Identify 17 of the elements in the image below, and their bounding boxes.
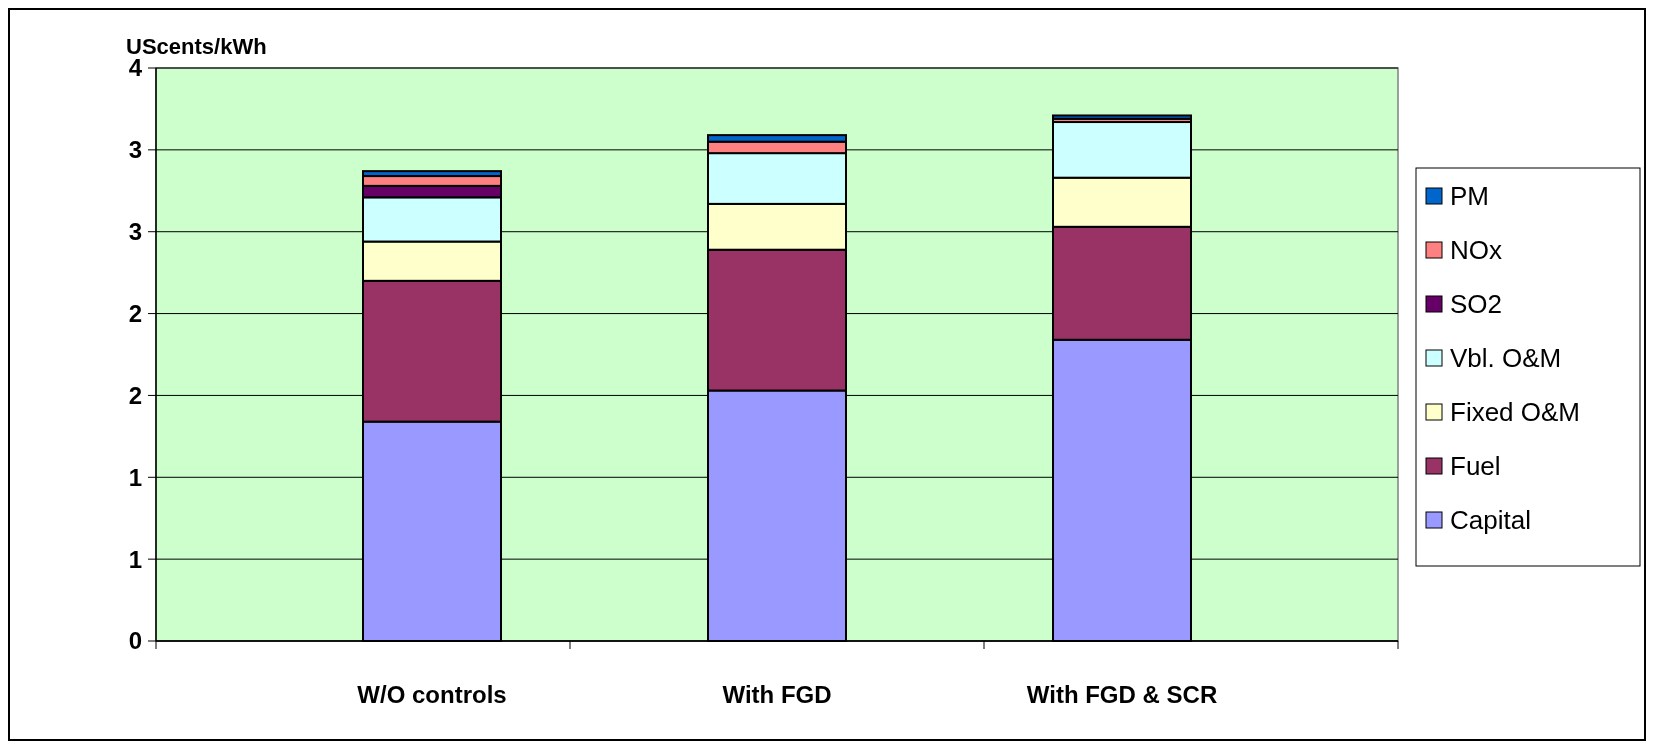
y-tick-label: 2 xyxy=(128,381,142,409)
legend-label: Vbl. O&M xyxy=(1450,343,1562,374)
y-tick-label: 3 xyxy=(128,136,142,164)
x-tick-label: W/O controls xyxy=(357,681,507,708)
legend-label: NOx xyxy=(1450,235,1502,266)
x-tick-label: With FGD & SCR xyxy=(1026,681,1218,708)
y-tick-label: 1 xyxy=(128,463,142,491)
legend-label: Capital xyxy=(1450,505,1531,536)
legend-label: PM xyxy=(1450,181,1489,212)
legend-label: SO2 xyxy=(1450,289,1503,320)
legend-label: Fuel xyxy=(1450,451,1501,482)
y-tick-label: 2 xyxy=(128,299,142,327)
y-tick-label: 0 xyxy=(128,627,142,655)
y-tick-label: 3 xyxy=(128,218,142,246)
y-tick-label: 1 xyxy=(128,545,142,573)
legend-label: Fixed O&M xyxy=(1450,397,1581,428)
x-tick-label: With FGD xyxy=(722,681,832,708)
